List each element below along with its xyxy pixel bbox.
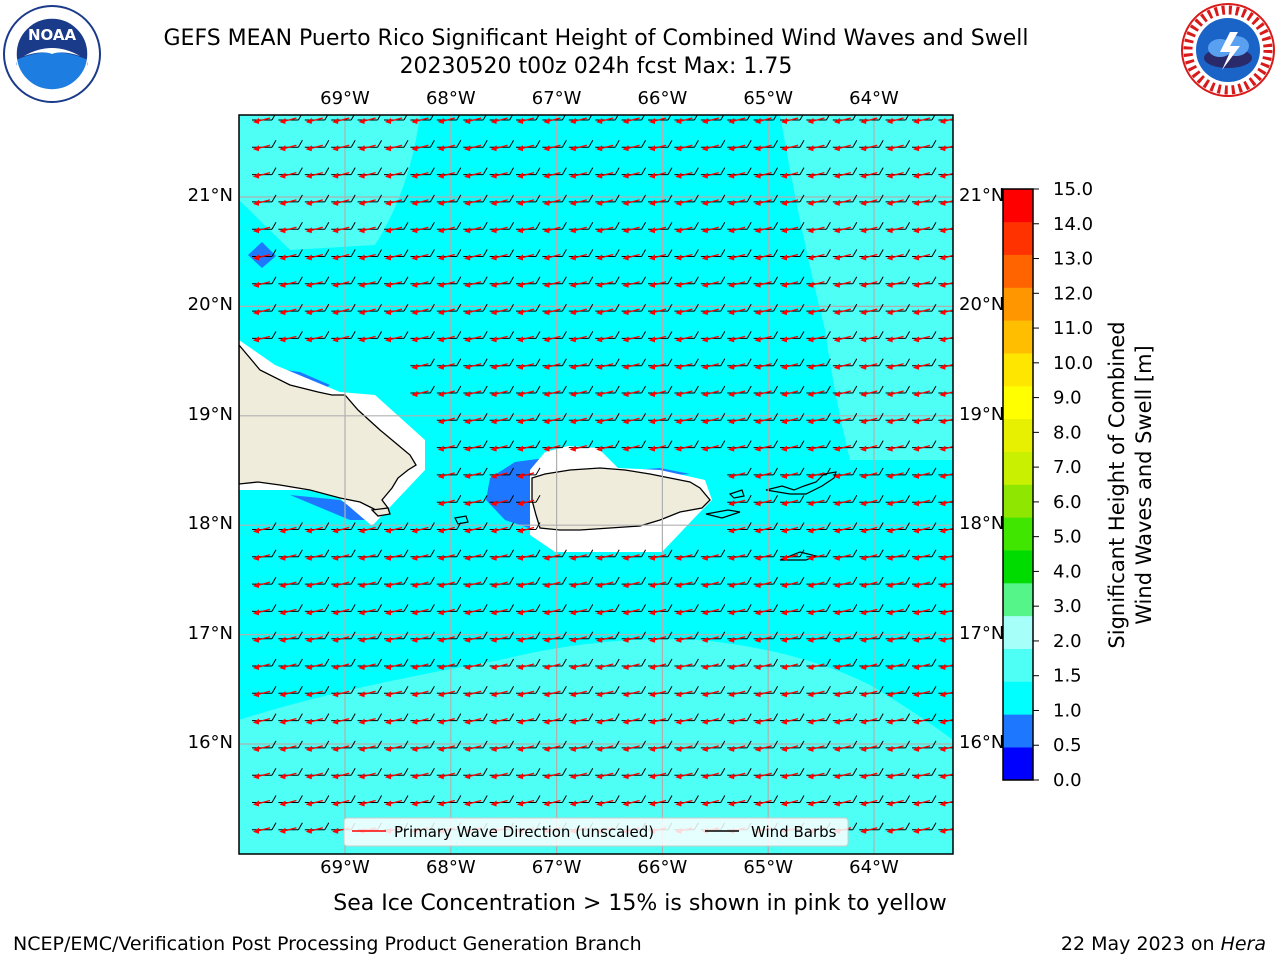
lon-label-top: 67°W — [531, 88, 582, 109]
colorbar-swatch — [1003, 189, 1033, 223]
colorbar-swatch — [1003, 615, 1033, 649]
legend-barb-label: Wind Barbs — [751, 823, 837, 841]
chart-title: GEFS MEAN Puerto Rico Significant Height… — [163, 26, 1029, 51]
lat-label-left: 19°N — [187, 403, 233, 425]
colorbar-tick-label: 1.5 — [1053, 666, 1082, 687]
colorbar-tick-label: 2.0 — [1053, 631, 1082, 652]
map-frame — [238, 114, 954, 855]
lat-label-right: 17°N — [959, 622, 1005, 644]
colorbar-swatch — [1003, 550, 1033, 584]
lon-label-bottom: 66°W — [637, 857, 688, 878]
wave-direction-arrows — [253, 117, 953, 834]
lon-label-bottom: 68°W — [425, 857, 476, 878]
machine-name: Hera — [1220, 933, 1266, 955]
colorbar-tick-label: 13.0 — [1053, 249, 1093, 270]
colorbar-tick-label: 12.0 — [1053, 283, 1093, 304]
colorbar-tick-label: 8.0 — [1053, 422, 1082, 443]
colorbar-swatch — [1003, 221, 1033, 255]
colorbar-swatch — [1003, 648, 1033, 682]
colorbar-label-line1: Significant Height of Combined — [1105, 321, 1129, 648]
st-croix-island — [779, 551, 818, 561]
colorbar-tick-label: 6.0 — [1053, 492, 1082, 513]
colorbar-tick-label: 5.0 — [1053, 527, 1082, 548]
puerto-rico-land — [531, 467, 711, 531]
colorbar-tick-label: 0.0 — [1053, 770, 1082, 791]
lat-label-left: 16°N — [187, 732, 233, 753]
lon-label-bottom: 67°W — [531, 857, 582, 878]
lat-label-left: 17°N — [187, 622, 233, 644]
colorbar-swatch — [1003, 714, 1033, 748]
noaa-logo: NOAA — [2, 4, 102, 104]
colorbar-swatch — [1003, 484, 1033, 518]
colorbar-tick-label: 11.0 — [1053, 318, 1093, 339]
colorbar-swatch — [1003, 451, 1033, 485]
lat-label-right: 18°N — [959, 513, 1005, 535]
colorbar-swatch — [1003, 517, 1033, 551]
chart-subtitle: 20230520 t00z 024h fcst Max: 1.75 — [399, 54, 793, 79]
light-wave-area-ne — [780, 115, 953, 460]
colorbar-tick-label: 14.0 — [1053, 214, 1093, 235]
lat-label-left: 20°N — [187, 294, 233, 316]
colorbar-swatch — [1003, 418, 1033, 452]
hispaniola-land — [239, 343, 417, 513]
virgin-islands — [765, 471, 837, 495]
lat-label-right: 16°N — [959, 732, 1005, 753]
lat-label-left: 18°N — [187, 513, 233, 535]
noaa-logo-text: NOAA — [28, 26, 77, 44]
map-legend: Primary Wave Direction (unscaled) Wind B… — [343, 817, 849, 847]
lat-label-right: 19°N — [959, 403, 1005, 425]
lon-label-top: 66°W — [637, 88, 688, 109]
nws-logo — [1180, 2, 1276, 98]
lon-label-bottom: 64°W — [849, 857, 899, 878]
colorbar-swatch — [1003, 287, 1033, 321]
run-date-text: 22 May 2023 on — [1060, 933, 1215, 955]
colorbar-tick-label: 7.0 — [1053, 457, 1082, 478]
colorbar-frame — [1002, 188, 1034, 781]
lon-label-top: 69°W — [320, 88, 370, 109]
lon-label-bottom: 69°W — [320, 857, 370, 878]
lat-label-right: 21°N — [959, 185, 1005, 206]
lon-label-top: 68°W — [425, 88, 476, 109]
colorbar: 15.0 14.0 13.0 12.0 11.0 10.0 9.0 8.0 7.0 6.0 5.0 4… — [1002, 179, 1093, 791]
lon-label-top: 65°W — [743, 88, 794, 109]
colorbar-swatch — [1003, 320, 1033, 354]
colorbar-swatch — [1003, 583, 1033, 617]
lon-label-bottom: 65°W — [743, 857, 794, 878]
saona-island — [370, 507, 391, 517]
colorbar-swatch — [1003, 681, 1033, 715]
vieques-island — [705, 509, 741, 519]
colorbar-tick-label: 9.0 — [1053, 388, 1082, 409]
ice-note: Sea Ice Concentration > 15% is shown in … — [333, 891, 947, 916]
shallow-south-hispaniola — [290, 495, 375, 520]
colorbar-tick-label: 1.0 — [1053, 700, 1082, 721]
colorbar-swatch — [1003, 386, 1033, 420]
colorbar-tick-label: 4.0 — [1053, 561, 1082, 582]
colorbar-tick-label: 0.5 — [1053, 735, 1082, 756]
colorbar-swatch — [1003, 254, 1033, 288]
colorbar-label: Significant Height of Combined Wind Wave… — [1105, 321, 1156, 648]
lon-label-top: 64°W — [849, 88, 899, 109]
shallow-spot — [248, 242, 276, 268]
legend-wave-label: Primary Wave Direction (unscaled) — [394, 823, 654, 841]
colorbar-tick-label: 15.0 — [1053, 179, 1093, 200]
colorbar-swatch — [1003, 747, 1033, 781]
run-date: 22 May 2023 on Hera — [1061, 933, 1266, 955]
branch-credit: NCEP/EMC/Verification Post Processing Pr… — [13, 933, 642, 955]
mona-island — [454, 515, 469, 525]
colorbar-tick-label: 3.0 — [1053, 596, 1082, 617]
lat-label-left: 21°N — [187, 185, 233, 206]
culebra-island — [728, 489, 745, 499]
colorbar-swatch — [1003, 353, 1033, 387]
colorbar-label-line2: Wind Waves and Swell [m] — [1132, 345, 1156, 625]
colorbar-tick-label: 10.0 — [1053, 353, 1093, 374]
lat-label-right: 20°N — [959, 294, 1005, 316]
